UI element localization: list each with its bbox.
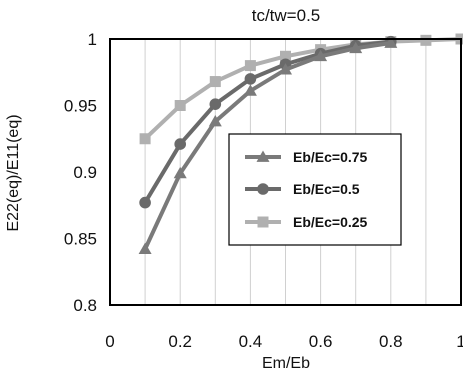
data-point [174,138,186,150]
y-tick-label: 0.8 [73,296,97,315]
legend-marker [257,216,269,228]
y-tick-label: 0.85 [64,230,97,249]
data-point [139,133,151,145]
series-layer [138,33,463,255]
data-point [244,60,256,72]
series-line [143,41,392,250]
data-point [314,49,328,62]
tick-labels: 0 0.2 0.4 0.6 0.8 1 0.8 0.85 0.9 0.95 1 [64,30,463,351]
x-tick-label: 0.4 [239,332,263,351]
legend-marker [256,150,270,162]
series-line [143,39,392,204]
legend-label: Eb/Ec=0.25 [293,214,368,230]
series-line [143,37,462,141]
legend-marker [257,183,269,195]
data-point [244,73,257,85]
data-point [384,36,398,48]
y-tick-label: 1 [88,30,97,49]
legend: Eb/Ec=0.75 Eb/Ec=0.5 Eb/Ec=0.25 [228,133,402,246]
series-triangle [138,36,398,255]
data-point [243,84,257,96]
legend-label: Eb/Ec=0.75 [293,149,368,165]
data-point [420,34,432,46]
x-tick-label: 0.6 [309,332,333,351]
data-point [209,76,221,88]
data-point [139,196,151,209]
data-point [279,63,292,75]
data-point [174,100,186,111]
data-point [209,98,222,110]
plot-frame [109,38,462,306]
data-point [173,166,187,179]
data-point [208,114,222,127]
chart-title: tc/tw=0.5 [252,6,321,25]
y-axis-title: E22(eq)/E11(eq) [5,114,22,231]
data-point [280,50,291,62]
series-square [139,33,463,145]
x-tick-label: 0.8 [379,332,403,351]
x-tick-label: 1 [456,332,463,351]
x-tick-label: 0 [105,332,114,351]
x-tick-label: 0.2 [168,332,192,351]
data-point [349,41,363,54]
y-tick-label: 0.9 [73,163,97,182]
legend-label: Eb/Ec=0.5 [293,181,360,197]
y-tick-label: 0.95 [64,97,97,116]
data-point [138,242,152,255]
x-axis-title: Em/Eb [262,355,310,372]
